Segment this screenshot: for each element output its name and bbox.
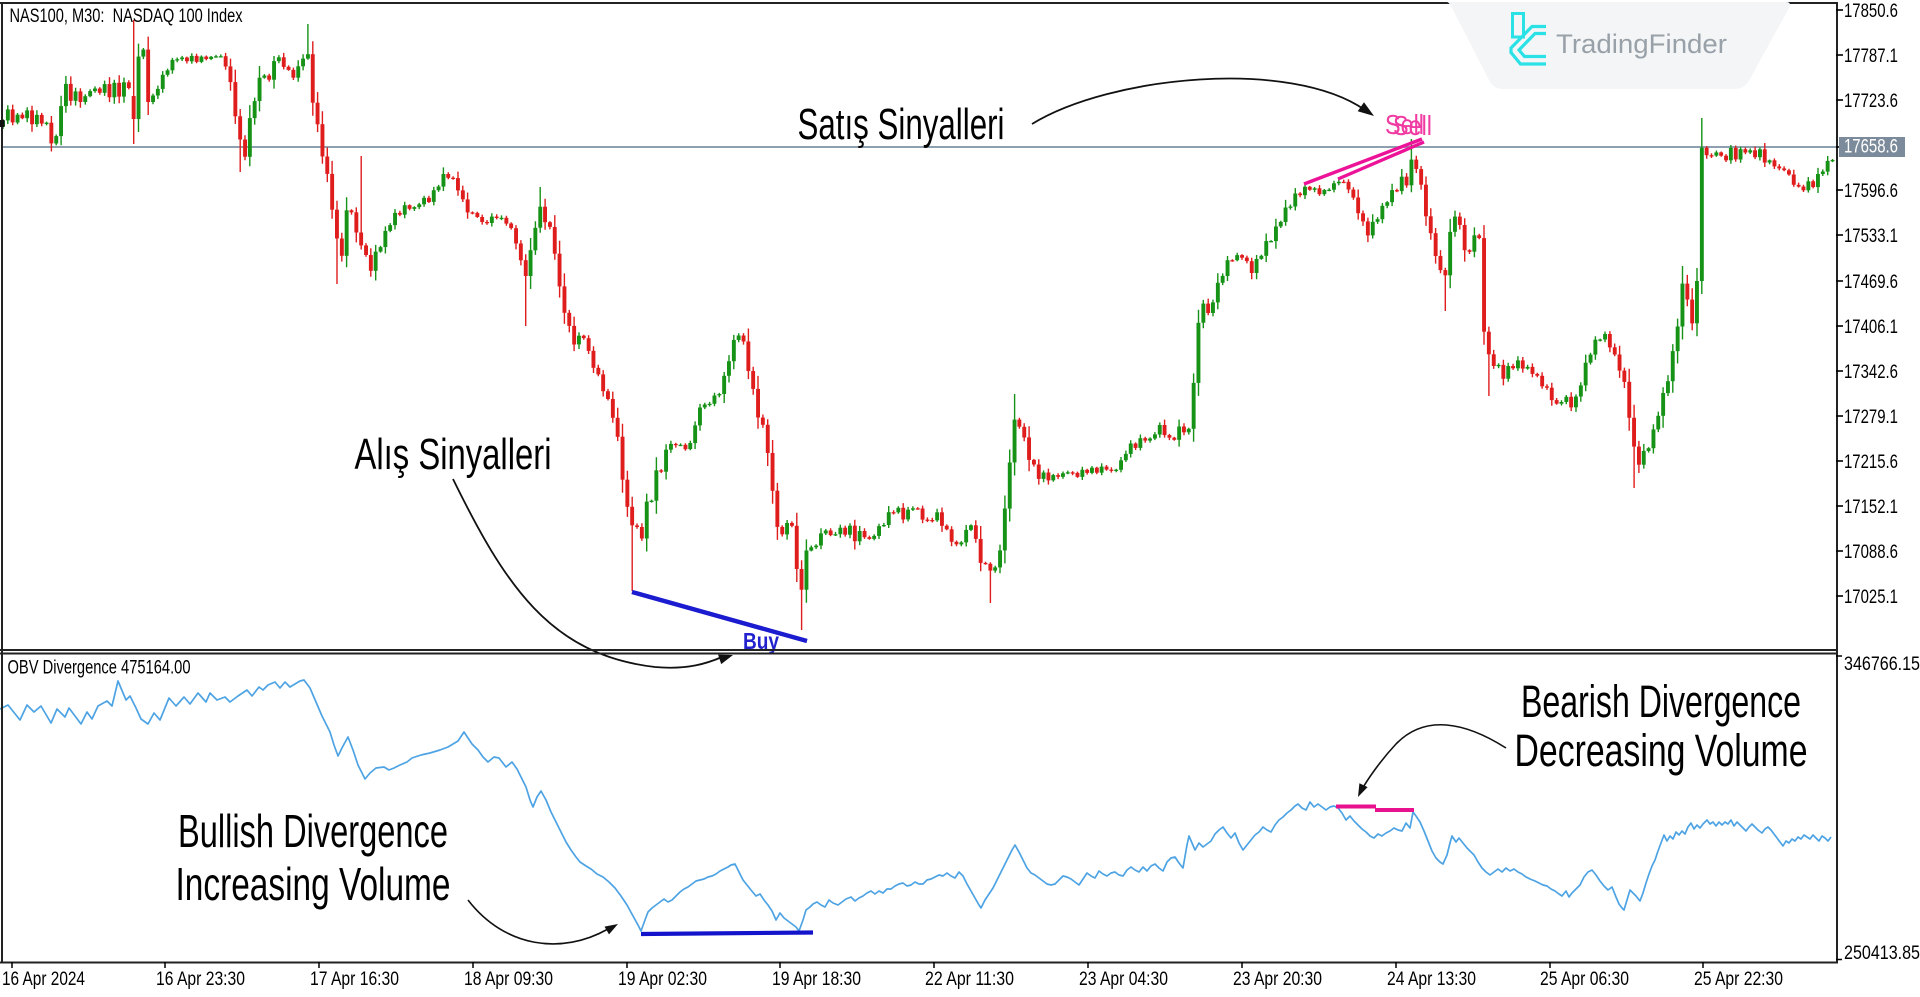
svg-text:23 Apr 20:30: 23 Apr 20:30: [1233, 968, 1322, 990]
svg-text:17279.1: 17279.1: [1844, 407, 1898, 428]
svg-text:NAS100, M30: NASDAQ 100 Index: NAS100, M30: NASDAQ 100 Index: [10, 5, 243, 27]
svg-text:17342.6: 17342.6: [1844, 362, 1898, 383]
svg-text:OBV Divergence 475164.00: OBV Divergence 475164.00: [8, 657, 191, 679]
svg-text:Increasing Volume: Increasing Volume: [176, 858, 451, 910]
svg-text:17787.1: 17787.1: [1844, 46, 1898, 67]
svg-text:17533.1: 17533.1: [1844, 226, 1898, 247]
svg-text:17025.1: 17025.1: [1844, 587, 1898, 608]
svg-text:17596.6: 17596.6: [1844, 181, 1898, 202]
svg-text:19 Apr 02:30: 19 Apr 02:30: [618, 968, 707, 990]
svg-text:17723.6: 17723.6: [1844, 91, 1898, 112]
svg-text:16 Apr 23:30: 16 Apr 23:30: [156, 968, 245, 990]
svg-text:17406.1: 17406.1: [1844, 317, 1898, 338]
svg-text:Alış Sinyalleri: Alış Sinyalleri: [355, 430, 552, 479]
svg-text:18 Apr 09:30: 18 Apr 09:30: [464, 968, 553, 990]
svg-text:346766.15: 346766.15: [1844, 654, 1920, 675]
svg-text:23 Apr 04:30: 23 Apr 04:30: [1079, 968, 1168, 990]
svg-text:Sell: Sell: [1385, 109, 1424, 140]
svg-text:25 Apr 06:30: 25 Apr 06:30: [1540, 968, 1629, 990]
svg-text:Sell: Sell: [1393, 110, 1432, 141]
svg-text:17658.6: 17658.6: [1844, 137, 1898, 158]
svg-text:22 Apr 11:30: 22 Apr 11:30: [925, 968, 1014, 990]
svg-text:Bearish Divergence: Bearish Divergence: [1521, 676, 1801, 727]
svg-text:Decreasing Volume: Decreasing Volume: [1515, 725, 1808, 776]
svg-text:16 Apr 2024: 16 Apr 2024: [2, 968, 85, 990]
svg-text:17 Apr 16:30: 17 Apr 16:30: [310, 968, 399, 990]
svg-text:17215.6: 17215.6: [1844, 452, 1898, 473]
svg-text:17088.6: 17088.6: [1844, 542, 1898, 563]
svg-text:Bullish Divergence: Bullish Divergence: [178, 805, 448, 857]
svg-text:25 Apr 22:30: 25 Apr 22:30: [1694, 968, 1783, 990]
svg-text:17850.6: 17850.6: [1844, 1, 1898, 22]
svg-text:17469.6: 17469.6: [1844, 272, 1898, 293]
svg-text:17152.1: 17152.1: [1844, 497, 1898, 518]
svg-text:19 Apr 18:30: 19 Apr 18:30: [772, 968, 861, 990]
svg-text:24 Apr 13:30: 24 Apr 13:30: [1387, 968, 1476, 990]
svg-text:250413.85: 250413.85: [1844, 943, 1920, 964]
svg-text:TradingFinder: TradingFinder: [1556, 29, 1727, 59]
svg-text:Satış Sinyalleri: Satış Sinyalleri: [798, 100, 1005, 149]
